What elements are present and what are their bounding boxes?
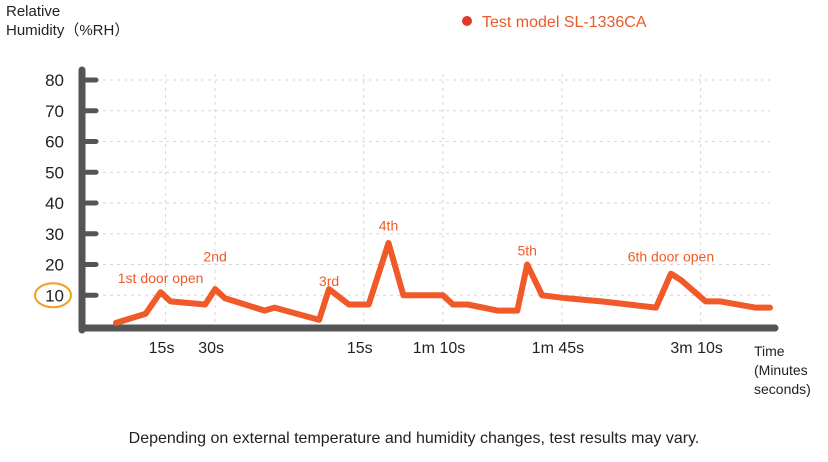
y-axis-title-line2: Humidity（%RH） xyxy=(6,22,130,39)
x-tick-label: 1m 45s xyxy=(532,340,584,357)
x-axis-title-line1: Time xyxy=(754,343,785,359)
annotation-label: 2nd xyxy=(203,248,226,264)
x-axis-title-line3: seconds) xyxy=(754,381,811,397)
y-tick-label: 10 xyxy=(45,286,64,305)
legend: Test model SL-1336CA xyxy=(462,14,647,32)
footnote: Depending on external temperature and hu… xyxy=(128,430,700,447)
y-tick-label: 20 xyxy=(45,256,64,275)
x-tick-label: 3m 10s xyxy=(670,340,722,357)
annotation-label: 6th door open xyxy=(628,248,714,264)
annotation-label: 3rd xyxy=(319,273,339,289)
x-tick-label: 30s xyxy=(198,340,224,357)
y-tick-label: 60 xyxy=(45,133,64,152)
y-tick-label: 30 xyxy=(45,225,64,244)
y-tick-label: 40 xyxy=(45,194,64,213)
y-tick-highlight-circle xyxy=(34,282,72,309)
x-tick-label: 15s xyxy=(347,340,373,357)
x-axis-title: Time (Minutes seconds) xyxy=(754,342,811,399)
y-axis-title: Relative Humidity（%RH） xyxy=(6,2,129,40)
y-tick-label: 50 xyxy=(45,163,64,182)
y-tick-label: 70 xyxy=(45,102,64,121)
x-tick-label: 15s xyxy=(149,340,175,357)
series-line xyxy=(113,240,773,326)
legend-marker-icon xyxy=(462,16,472,26)
legend-label: Test model SL-1336CA xyxy=(482,14,647,31)
annotation-label: 1st door open xyxy=(118,270,204,286)
x-tick-label: 1m 10s xyxy=(413,340,465,357)
annotation-label: 5th xyxy=(517,242,536,258)
y-tick-label: 80 xyxy=(45,71,64,90)
x-axis-title-line2: (Minutes xyxy=(754,362,808,378)
y-axis-title-line1: Relative xyxy=(6,3,61,20)
annotation-label: 4th xyxy=(379,218,398,234)
